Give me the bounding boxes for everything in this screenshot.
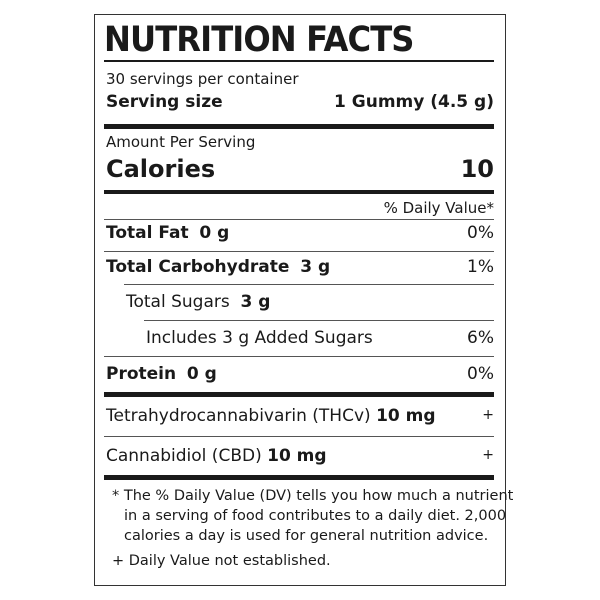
row-protein: Protein 0 g [106,364,217,384]
row-rule [144,320,494,321]
label-title: NUTRITION FACTS [104,20,414,60]
cbd-mark: + [482,447,494,463]
row-rule [104,436,494,437]
row-total-sugars: Total Sugars 3 g [126,292,270,312]
title-rule [104,60,494,62]
footnote-line-2: in a serving of food contributes to a da… [124,508,507,524]
total-fat-amount: 0 g [199,223,230,243]
protein-amount: 0 g [186,364,217,384]
calories-rule [104,190,494,194]
row-rule [124,284,494,285]
row-thcv: Tetrahydrocannabivarin (THCv) 10 mg [106,406,436,426]
serving-rule [104,124,494,129]
calories-value: 10 [460,155,494,183]
total-fat-label: Total Fat [106,223,189,243]
cbd-amount: 10 mg [267,446,327,466]
servings-per-container: 30 servings per container [106,70,299,88]
serving-size-label: Serving size [106,92,223,112]
total-sugars-amount: 3 g [240,292,271,312]
thcv-amount: 10 mg [376,406,436,426]
calories-label: Calories [106,155,216,183]
row-rule [104,356,494,357]
total-carbohydrate-amount: 3 g [300,257,331,277]
total-sugars-label: Total Sugars [126,292,230,312]
footnote-line-3: calories a day is used for general nutri… [124,528,489,544]
thcv-label: Tetrahydrocannabivarin (THCv) [106,406,371,426]
total-fat-dv: 0% [467,223,494,243]
daily-value-header: % Daily Value* [383,199,494,217]
added-sugars-dv: 6% [467,328,494,348]
protein-label: Protein [106,364,177,384]
cbd-rule [104,475,494,480]
thcv-mark: + [482,407,494,423]
serving-size-value: 1 Gummy (4.5 g) [334,92,494,112]
amount-per-serving: Amount Per Serving [106,133,256,151]
total-carbohydrate-label: Total Carbohydrate [106,257,290,277]
total-carbohydrate-dv: 1% [467,257,494,277]
footnote-line-4: + Daily Value not established. [112,553,331,569]
nutrition-label [94,14,506,586]
cbd-label: Cannabidiol (CBD) [106,446,262,466]
added-sugars-label: Includes 3 g Added Sugars [146,328,373,348]
row-rule [104,251,494,252]
footnote-line-1: * The % Daily Value (DV) tells you how m… [112,488,514,504]
row-total-carbohydrate: Total Carbohydrate 3 g [106,257,330,277]
row-total-fat: Total Fat 0 g [106,223,229,243]
row-cbd: Cannabidiol (CBD) 10 mg [106,446,327,466]
protein-rule [104,392,494,397]
protein-dv: 0% [467,364,494,384]
dv-rule [104,219,494,220]
